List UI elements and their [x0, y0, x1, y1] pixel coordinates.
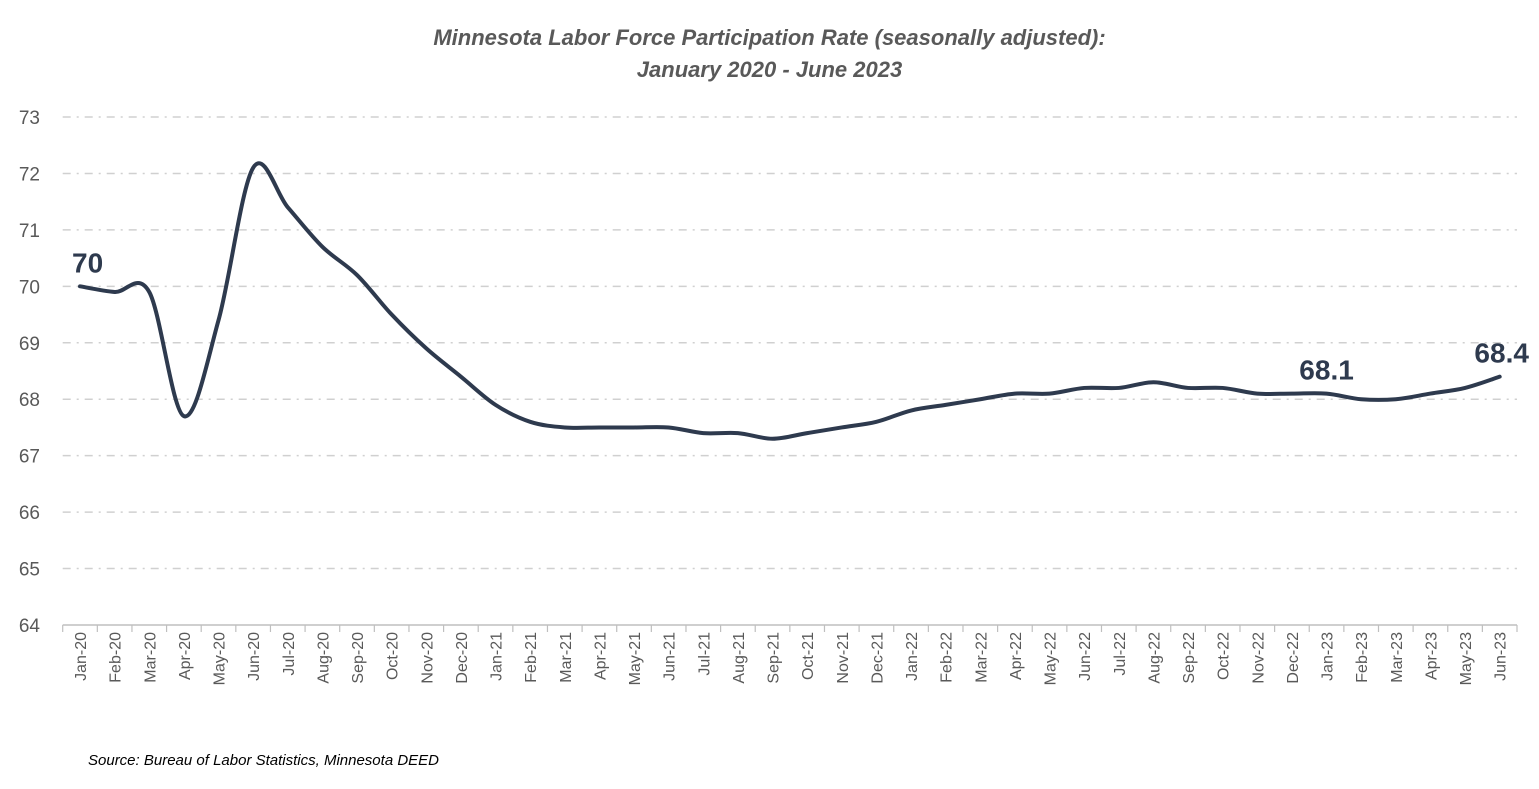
source-note: Source: Bureau of Labor Statistics, Minn… — [88, 752, 440, 769]
x-tick-label: Dec-21 — [869, 632, 886, 684]
y-tick-label: 70 — [19, 277, 40, 298]
x-tick-label: Feb-23 — [1354, 632, 1371, 683]
x-tick-label: May-23 — [1458, 632, 1475, 685]
y-tick-label: 67 — [19, 447, 40, 468]
x-tick-label: Jul-21 — [696, 632, 713, 676]
x-tick-label: Oct-20 — [385, 632, 402, 680]
y-tick-label: 69 — [19, 334, 40, 355]
x-tick-label: Jun-20 — [246, 632, 263, 681]
x-tick-label: Nov-21 — [835, 632, 852, 684]
x-tick-label: Mar-20 — [142, 632, 159, 683]
x-tick-label: Dec-22 — [1285, 632, 1302, 684]
x-tick-label: Jan-22 — [904, 632, 921, 681]
y-tick-label: 73 — [19, 108, 40, 129]
x-tick-label: May-20 — [212, 632, 229, 685]
x-tick-label: Nov-20 — [419, 632, 436, 684]
series-line — [78, 161, 1502, 441]
x-tick-label: Mar-23 — [1389, 632, 1406, 683]
x-tick-label: Jan-20 — [73, 632, 90, 681]
x-tick-label: Feb-22 — [939, 632, 956, 683]
x-tick-label: Jan-21 — [489, 632, 506, 681]
x-tick-label: Jan-23 — [1320, 632, 1337, 681]
y-tick-label: 65 — [19, 560, 40, 581]
x-tick-label: Jun-22 — [1077, 632, 1094, 681]
x-tick-label: Aug-20 — [315, 632, 332, 684]
x-tick-label: Apr-21 — [592, 632, 609, 680]
x-tick-label: Nov-22 — [1250, 632, 1267, 684]
x-tick-label: Jul-22 — [1112, 632, 1129, 676]
x-tick-label: Dec-20 — [454, 632, 471, 684]
y-tick-label: 68 — [19, 390, 40, 411]
x-tick-label: Sep-20 — [350, 632, 367, 684]
x-tick-label: Sep-22 — [1181, 632, 1198, 684]
chart-title-line-2: January 2020 - June 2023 — [636, 57, 903, 82]
y-tick-label: 64 — [19, 616, 41, 637]
x-tick-label: May-22 — [1043, 632, 1060, 685]
x-tick-label: Aug-21 — [731, 632, 748, 684]
x-tick-label: Jun-21 — [662, 632, 679, 681]
x-tick-label: Oct-22 — [1216, 632, 1233, 680]
x-tick-label: Sep-21 — [766, 632, 783, 684]
x-tick-label: Jun-23 — [1493, 632, 1510, 681]
x-tick-label: Jul-20 — [281, 632, 298, 676]
y-tick-label: 66 — [19, 503, 40, 524]
data-label: 70 — [72, 247, 103, 278]
x-tick-label: Mar-21 — [558, 632, 575, 683]
y-tick-label: 72 — [19, 164, 40, 185]
x-tick-label: Oct-21 — [800, 632, 817, 680]
data-label: 68.1 — [1299, 355, 1354, 386]
data-label: 68.4 — [1474, 338, 1529, 369]
x-tick-label: Apr-23 — [1423, 632, 1440, 680]
y-tick-label: 71 — [19, 221, 40, 242]
chart-title: Minnesota Labor Force Participation Rate… — [0, 22, 1539, 86]
x-tick-label: May-21 — [627, 632, 644, 685]
x-tick-label: Feb-21 — [523, 632, 540, 683]
x-tick-label: Apr-22 — [1008, 632, 1025, 680]
x-tick-label: Apr-20 — [177, 632, 194, 680]
x-tick-label: Aug-22 — [1146, 632, 1163, 684]
x-tick-label: Feb-20 — [108, 632, 125, 683]
chart-title-line-1: Minnesota Labor Force Participation Rate… — [433, 25, 1106, 50]
x-tick-label: Mar-22 — [973, 632, 990, 683]
